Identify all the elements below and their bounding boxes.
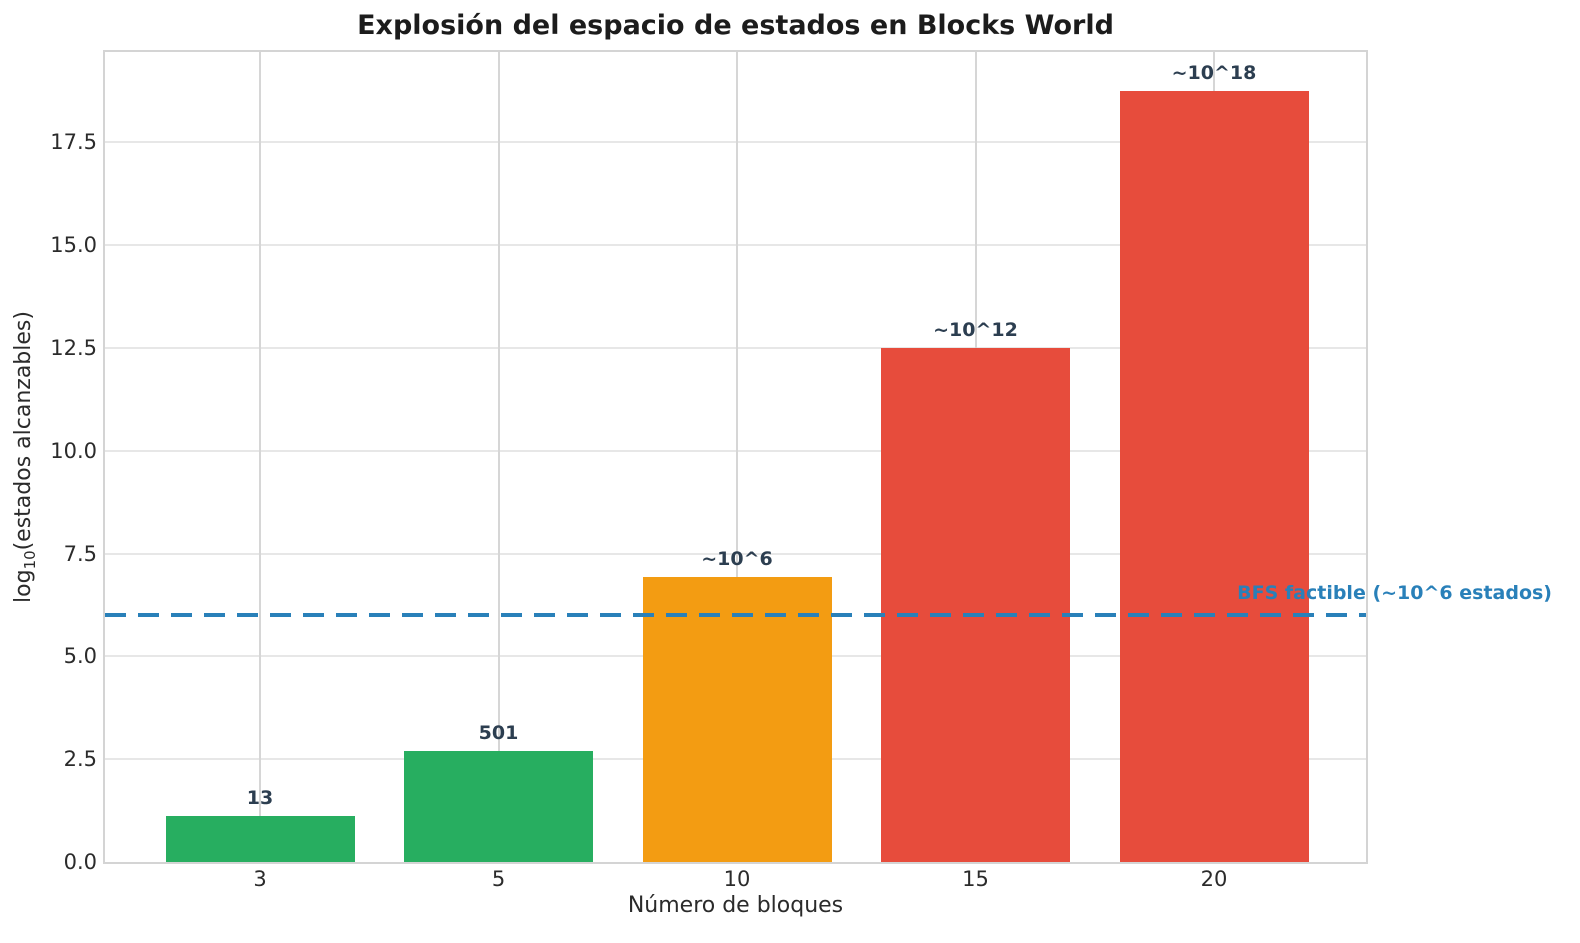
y-tick-label: 7.5 bbox=[63, 541, 97, 566]
y-tick-label: 5.0 bbox=[63, 644, 97, 669]
bar-10-blocks bbox=[642, 576, 832, 862]
bfs-threshold-annotation: BFS factible (~10^6 estados) bbox=[1237, 582, 1552, 604]
chart-title: Explosión del espacio de estados en Bloc… bbox=[357, 10, 1114, 41]
gridline-horizontal bbox=[105, 552, 1366, 555]
gridline-horizontal bbox=[105, 141, 1366, 144]
gridline-vertical bbox=[259, 52, 261, 862]
y-tick-label: 17.5 bbox=[50, 130, 97, 155]
x-tick-label: 20 bbox=[1200, 867, 1228, 891]
bar-value-label: 13 bbox=[246, 787, 274, 810]
gridline-vertical bbox=[497, 52, 500, 862]
y-tick-label: 15.0 bbox=[50, 233, 97, 258]
x-tick-label: 10 bbox=[723, 867, 751, 891]
gridline-horizontal bbox=[105, 449, 1366, 452]
bar-3-blocks bbox=[165, 816, 355, 862]
gridline-vertical bbox=[736, 52, 738, 862]
bar-20-blocks bbox=[1119, 91, 1309, 862]
bar-15-blocks bbox=[881, 348, 1070, 862]
x-tick-label: 3 bbox=[253, 867, 267, 891]
x-axis-label: Número de bloques bbox=[627, 893, 844, 918]
bfs-threshold-line bbox=[105, 613, 1366, 618]
bar-value-label: ~10^12 bbox=[933, 319, 1018, 342]
plot-area: 13 501 ~10^6 ~10^12 ~10^18 bbox=[103, 50, 1368, 864]
y-tick-label: 10.0 bbox=[50, 438, 97, 463]
bar-value-label: 501 bbox=[478, 722, 519, 744]
gridline-horizontal bbox=[105, 244, 1366, 247]
x-tick-label: 5 bbox=[491, 867, 506, 891]
y-tick-label: 12.5 bbox=[50, 336, 97, 361]
bar-value-label: ~10^18 bbox=[1171, 62, 1257, 85]
gridline-horizontal bbox=[105, 347, 1366, 350]
y-tick-label: 0.0 bbox=[63, 850, 97, 874]
bar-5-blocks bbox=[404, 751, 593, 862]
y-tick-label: 2.5 bbox=[63, 747, 97, 772]
bar-value-label: ~10^6 bbox=[701, 547, 773, 570]
x-tick-label: 15 bbox=[962, 867, 989, 891]
y-axis-label-prefix: log bbox=[10, 569, 36, 603]
